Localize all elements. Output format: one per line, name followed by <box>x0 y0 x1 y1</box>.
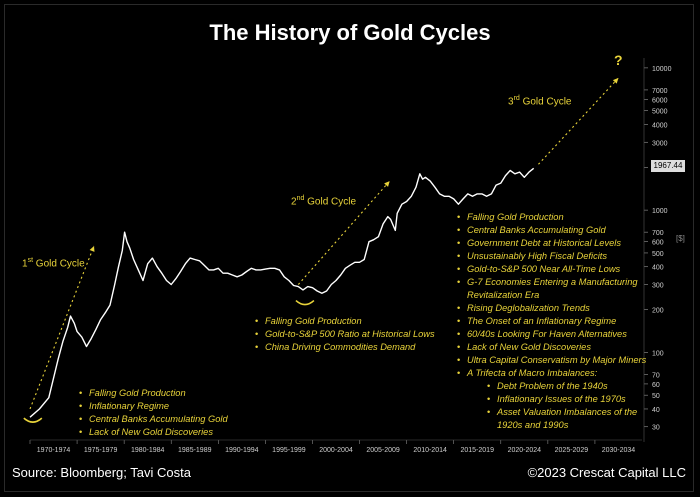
cycle2-note: Gold-to-S&P 500 Ratio at Historical Lows <box>255 328 435 341</box>
cycle3-note: Government Debt at Historical Levels <box>457 237 657 250</box>
cycle1-note: Falling Gold Production <box>79 387 228 400</box>
gold-price-line <box>29 167 535 418</box>
cycle1-note: Lack of New Gold Discoveries <box>79 426 228 439</box>
cycle3-arrow <box>538 77 619 165</box>
cycle3-note: Ultra Capital Conservatism by Major Mine… <box>457 354 657 367</box>
cycle3-note: G-7 Economies Entering a Manufacturing R… <box>457 276 657 302</box>
cycle3-note: Unsustainably High Fiscal Deficits <box>457 250 657 263</box>
cycle1-arrow <box>29 245 95 410</box>
cycle3-arrow-head <box>612 77 619 84</box>
cycle-bottom-arc-1 <box>23 417 43 423</box>
cycle2-note: Falling Gold Production <box>255 315 435 328</box>
x-tick-label: 1985-1989 <box>178 447 212 454</box>
cycle3-note: 60/40s Looking For Haven Alternatives <box>457 328 657 341</box>
cycle3-subnote: Inflationary Issues of the 1970s <box>457 393 657 406</box>
x-tick-label: 1980-1984 <box>131 447 165 454</box>
x-tick-label: 2025-2029 <box>555 447 589 454</box>
x-tick-label: 1990-1994 <box>225 447 259 454</box>
cycle2-note: China Driving Commodities Demand <box>255 341 435 354</box>
copyright-note: ©2023 Crescat Capital LLC <box>527 465 686 480</box>
x-tick-label: 2015-2019 <box>460 447 494 454</box>
cycle-label-3: 3rd Gold Cycle <box>508 95 572 108</box>
cycle3-note: Falling Gold Production <box>457 211 657 224</box>
y-tick-label: 4000 <box>652 122 668 129</box>
y-tick-label: 200 <box>652 308 664 315</box>
cycle3-subnote: Debt Problem of the 1940s <box>457 380 657 393</box>
cycle3-note: Rising Deglobalization Trends <box>457 302 657 315</box>
x-tick-label: 1970-1974 <box>37 447 71 454</box>
x-tick-label: 2010-2014 <box>413 447 447 454</box>
cycle-label-1: 1st Gold Cycle <box>22 257 85 270</box>
cycle3-note: Lack of New Gold Discoveries <box>457 341 657 354</box>
y-tick-label: 7000 <box>652 88 668 95</box>
y-tick-label: 1000 <box>652 208 668 215</box>
cycle1-arrow-head <box>89 245 95 252</box>
x-tick-label: 1975-1979 <box>84 447 118 454</box>
cycle1-notes: Falling Gold Production Inflationary Reg… <box>79 387 228 439</box>
cycle1-note: Central Banks Accumulating Gold <box>79 413 228 426</box>
y-tick-label: 5000 <box>652 109 668 116</box>
y-tick-label: 600 <box>652 240 664 247</box>
y-tick-label: 500 <box>652 251 664 258</box>
x-tick-label: 1995-1999 <box>272 447 306 454</box>
x-tick-label: 2020-2024 <box>508 447 542 454</box>
cycle2-arrow-head <box>384 181 390 187</box>
unit-tag: [$] <box>676 234 685 243</box>
source-note: Source: Bloomberg; Tavi Costa <box>12 465 191 480</box>
cycle3-note: A Trifecta of Macro Imbalances: <box>457 367 657 380</box>
y-tick-label: 6000 <box>652 97 668 104</box>
x-tick-label: 2000-2004 <box>319 447 353 454</box>
x-tick-label: 2030-2034 <box>602 447 636 454</box>
cycle1-note: Inflationary Regime <box>79 400 228 413</box>
y-tick-label: 300 <box>652 282 664 289</box>
cycle-bottom-arc-2 <box>295 299 315 306</box>
cycle-label-2: 2nd Gold Cycle <box>291 195 357 208</box>
y-tick-label: 100 <box>652 350 664 357</box>
x-tick-label: 2005-2009 <box>366 447 400 454</box>
cycle3-note: Central Banks Accumulating Gold <box>457 224 657 237</box>
y-tick-label: 400 <box>652 265 664 272</box>
chart-title: The History of Gold Cycles <box>209 20 491 45</box>
cycle3-subnote: Asset Valuation Imbalances of the 1920s … <box>457 406 657 432</box>
y-tick-label: 700 <box>652 230 664 237</box>
cycle2-notes: Falling Gold Production Gold-to-S&P 500 … <box>255 315 435 354</box>
cycle3-notes: Falling Gold Production Central Banks Ac… <box>457 211 657 432</box>
question-mark: ? <box>614 52 623 68</box>
current-price-label: 1967.44 <box>651 160 685 172</box>
chart-frame <box>4 4 694 492</box>
y-tick-label: 10000 <box>652 66 672 73</box>
y-tick-label: 3000 <box>652 140 668 147</box>
cycle3-note: The Onset of an Inflationary Regime <box>457 315 657 328</box>
cycle3-note: Gold-to-S&P 500 Near All-Time Lows <box>457 263 657 276</box>
